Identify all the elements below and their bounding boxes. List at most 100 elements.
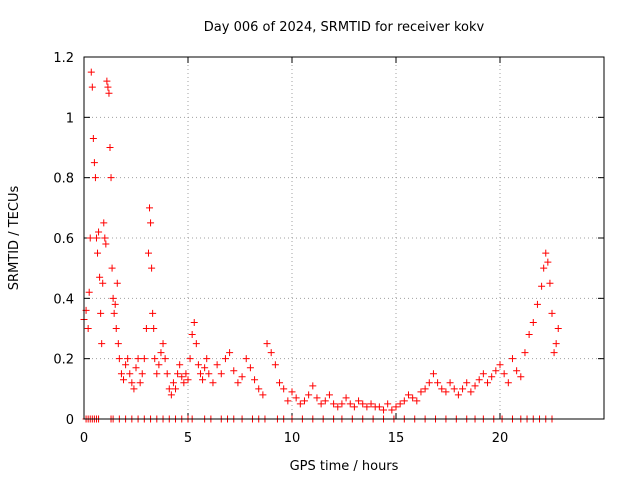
data-point [85,288,93,296]
data-point [400,397,408,405]
data-point [120,376,128,384]
data-point [142,325,150,332]
data-point [484,379,492,387]
data-point [176,361,184,369]
data-point [309,382,317,390]
y-tick-label: 1 [66,111,74,126]
data-point [267,349,275,357]
data-point [288,388,296,396]
data-point [404,391,412,399]
data-point [367,400,375,408]
data-point [355,397,363,405]
data-point [151,355,159,363]
data-point [459,385,467,393]
data-point [517,373,525,381]
data-point [163,370,171,378]
data-point [363,403,371,411]
data-point [446,379,454,387]
data-point [100,219,108,227]
data-point [99,279,107,287]
x-tick-label: 5 [184,431,192,446]
data-point [384,400,392,408]
data-point [186,355,194,363]
y-tick-label: 0 [66,413,74,428]
data-point [165,385,173,393]
data-point [380,406,388,414]
data-point [350,403,358,411]
data-point [255,385,263,393]
data-point [182,370,190,378]
y-tick-label: 0.6 [53,232,74,247]
data-point [305,391,313,399]
data-point [313,394,321,402]
data-point [479,370,487,378]
data-point [153,370,161,378]
data-point [221,355,229,363]
data-point [417,388,425,396]
data-point [475,376,483,384]
grid [84,57,604,419]
x-axis-label: GPS time / hours [290,459,399,474]
data-point [122,361,130,369]
data-point [134,355,142,363]
data-point [284,397,292,405]
data-point [396,400,404,408]
data-point [230,367,238,375]
data-point [192,340,200,348]
data-point [150,325,158,332]
y-tick-label: 0.4 [53,292,74,307]
data-point [213,361,221,369]
data-point [101,234,109,242]
data-point [346,400,354,408]
data-point [292,394,300,402]
data-point [504,379,512,387]
data-point [184,376,192,384]
data-point [201,364,209,372]
data-point [124,355,132,363]
x-tick-label: 10 [284,431,301,446]
data-point [174,370,182,378]
data-point [296,400,304,408]
data-point [161,355,169,363]
data-point [88,83,96,91]
data-point [325,391,333,399]
y-tick-label: 0.2 [53,353,74,368]
y-tick-labels: 0 0.2 0.4 0.6 0.8 1 1.2 [53,51,74,428]
y-tick-label: 1.2 [53,51,74,66]
data-point [87,68,95,76]
data-point [280,385,288,393]
data-point [434,379,442,387]
data-point [194,361,202,369]
data-point [126,370,134,378]
data-point [338,400,346,408]
data-point [388,406,396,414]
data-point [429,370,437,378]
data-point [409,394,417,402]
data-point [538,282,546,290]
data-point [496,361,504,369]
data-point [375,403,383,411]
data-point [450,385,458,393]
data-point [463,379,471,387]
data-point [108,264,116,272]
data-point [136,379,144,387]
data-point [276,379,284,387]
data-point [271,361,279,369]
data-point [413,397,421,405]
data-point [128,379,136,387]
data-point [425,379,433,387]
data-point [169,379,177,387]
data-point [321,397,329,405]
data-point [112,325,120,332]
data-point [330,400,338,408]
plot-frame [83,56,605,420]
data-point [540,264,548,272]
data-point [94,249,102,257]
data-point [90,159,98,167]
data-point [107,174,115,182]
data-point [217,370,225,378]
data-point [98,340,106,348]
data-point [148,264,156,272]
data-point [147,219,155,227]
data-point [205,370,213,378]
